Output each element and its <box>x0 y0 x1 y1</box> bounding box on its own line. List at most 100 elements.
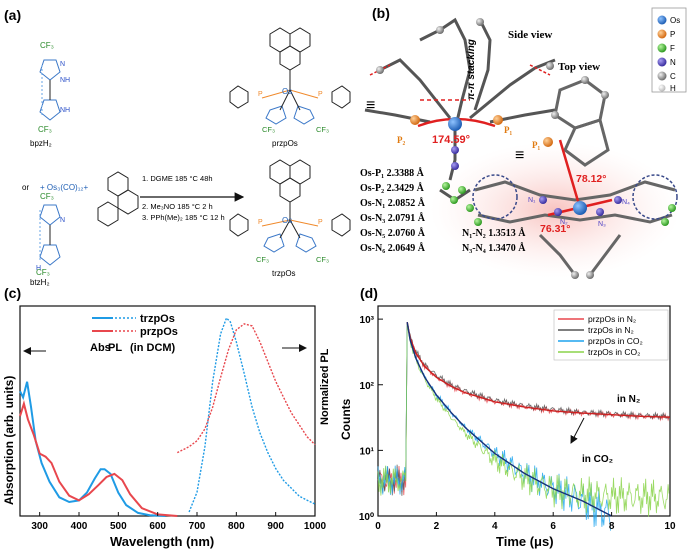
chart-c-xtick-label: 600 <box>149 521 166 532</box>
legend-c-przpos: przpOs <box>140 326 178 338</box>
chart-d-xtick-label: 8 <box>609 521 615 532</box>
chart-d-xtick-label: 6 <box>550 521 556 532</box>
annotation-in-n2: in N₂ <box>617 394 640 405</box>
chart-d-frame <box>377 305 671 517</box>
chart-c-curves <box>19 316 316 517</box>
side-view-molecule <box>364 17 556 204</box>
chart-d-xtick-label: 10 <box>664 521 676 532</box>
bond-os-n5: Os-N₅ 2.0760 Å <box>360 227 426 239</box>
chart-c-xtick-label: 500 <box>110 521 127 532</box>
top-p1-label: P₁ <box>532 140 540 150</box>
top-view-molecule <box>466 76 678 279</box>
bond-n1-n2: N₁-N₂ 1.3513 Å <box>462 227 526 239</box>
trzpos-os: Os <box>282 216 292 225</box>
legend-d-trzpos-n2: trzpOs in N₂ <box>588 325 634 335</box>
bpz-name: bpzH₂ <box>30 139 52 148</box>
bpz-ligand-structure <box>39 59 61 121</box>
legend-n: N <box>670 58 676 67</box>
chart-d-xtick-label: 2 <box>434 521 440 532</box>
chart-d-xtick-label: 4 <box>492 521 498 532</box>
side-view-label: Side view <box>508 29 552 41</box>
przpos-structure <box>229 27 351 125</box>
series-d-przpos-in-co <box>377 323 611 531</box>
legend-f: F <box>670 44 675 53</box>
panel-c: (c) 300 400 500 600 700 800 900 1000 Wavelength… <box>2 285 331 549</box>
chart-c-xtick-label: 1000 <box>304 521 327 532</box>
bond-os-n3: Os-N₃ 2.0791 Å <box>360 212 426 224</box>
przpos-os: Os <box>282 87 292 96</box>
btz-ligand-structure <box>39 204 61 266</box>
panel-b-label: (b) <box>372 5 390 21</box>
btz-h: H <box>36 265 41 272</box>
przpos-p-right: P <box>318 91 323 98</box>
legend-p: P <box>670 30 675 39</box>
bond-n3-n4: N₃-N₄ 1.3470 Å <box>462 242 526 254</box>
przpos-cf3-left: CF₃ <box>262 125 275 134</box>
chart-d-ytick-label: 10¹ <box>360 446 375 457</box>
os3co12-text: + Os₃(CO)₁₂+ <box>40 183 89 192</box>
btz-cf3-bottom: CF₃ <box>36 268 50 277</box>
chart-d-ylabel: Counts <box>339 398 353 440</box>
trzpos-p-left: P <box>258 219 263 226</box>
chart-d-curves <box>377 321 671 531</box>
btz-cf3-top: CF₃ <box>40 192 54 201</box>
top-angle-2-label: 76.31° <box>540 223 570 235</box>
chart-d-ytick-label: 10² <box>360 381 375 392</box>
bond-os-p2: Os-P₂ 2.3429 Å <box>360 182 425 194</box>
bpz-cf3-bottom: CF₃ <box>38 125 52 134</box>
legend-d-trzpos-co2: trzpOs in CO₂ <box>588 347 640 357</box>
series-c-trzpos-abs <box>19 381 166 517</box>
chart-d-legend: przpOs in N₂ trzpOs in N₂ przpOs in CO₂ … <box>553 309 669 361</box>
top-angle-1-label: 78.12° <box>576 173 606 185</box>
legend-d-przpos-n2: przpOs in N₂ <box>588 314 636 324</box>
top-n1-label: N₁ <box>528 197 536 204</box>
chart-d-xtick-label: 0 <box>375 521 381 532</box>
side-p1-label: P₁ <box>504 125 512 135</box>
bpz-cf3-top: CF₃ <box>40 41 54 50</box>
przpos-p-left: P <box>258 91 263 98</box>
side-angle-label: 174.59° <box>432 134 470 146</box>
atom-legend: Os P F N C H <box>651 7 687 93</box>
trzpos-structure <box>229 159 351 253</box>
trzpos-p-right: P <box>318 219 323 226</box>
chart-d-ticks: 0 2 4 6 8 10 10⁰ 10¹ 10² 10³ <box>359 315 676 532</box>
annotation-in-co2: in CO₂ <box>582 454 613 465</box>
top-n3-label: N₃ <box>598 221 606 228</box>
trzpos-cf3-right: CF₃ <box>316 255 329 264</box>
chart-d-ytick-label: 10³ <box>360 315 375 326</box>
przpos-name: przpOs <box>272 139 298 148</box>
chart-c-xtick-label: 300 <box>31 521 48 532</box>
bpz-nh-bottom: NH <box>60 107 70 114</box>
phenanthroline-structure <box>97 171 139 227</box>
chart-c-ticks: 300 400 500 600 700 800 900 1000 <box>31 512 327 532</box>
series-c-przpos-abs <box>19 400 178 517</box>
bpz-nh-top: NH <box>60 77 70 84</box>
chart-c-legend: trzpOs przpOs (in DCM) Abs PL <box>90 313 178 354</box>
bond-length-list: Os-P₁ 2.3388 Å Os-P₂ 2.3429 Å Os-N₁ 2.08… <box>360 167 526 254</box>
bpz-n-top: N <box>60 61 65 68</box>
legend-c-trzpos: trzpOs <box>140 313 175 325</box>
legend-d-przpos-co2: przpOs in CO₂ <box>588 336 643 346</box>
fit-d-przpos-in-n <box>406 321 671 418</box>
equiv-symbol-1: ≡ <box>366 97 375 114</box>
panel-d-label: (d) <box>360 285 378 301</box>
fit-d-przpos-in-co <box>406 321 612 517</box>
btz-name: btzH₂ <box>30 278 50 287</box>
panel-d: (d) 0 2 4 6 8 10 10⁰ 10¹ 10² 10³ Time (μs) Counts… <box>339 285 676 549</box>
panel-a-label: (a) <box>4 7 21 23</box>
reaction-step-3: 3. PPh(Me)₂ 185 °C 12 h <box>142 213 225 222</box>
btz-n: N <box>60 217 65 224</box>
annotation-arrow <box>570 417 585 444</box>
top-view-label: Top view <box>558 61 600 73</box>
equiv-symbol-2: ≡ <box>515 147 524 164</box>
panel-a: (a) CF₃ CF₃ N NH NH bpzH₂ or + Os₃(CO)₁₂… <box>4 7 351 287</box>
chart-c-xlabel: Wavelength (nm) <box>110 534 214 549</box>
chart-c-y2label: Normalized PL <box>319 348 331 425</box>
side-p2-label: P₂ <box>397 135 405 145</box>
legend-c-note: (in DCM) <box>130 342 176 354</box>
legend-c-pl: PL <box>108 342 122 354</box>
chart-d-ytick-label: 10⁰ <box>359 512 374 523</box>
legend-os: Os <box>670 16 680 25</box>
bond-os-n1: Os-N₁ 2.0852 Å <box>360 197 426 209</box>
